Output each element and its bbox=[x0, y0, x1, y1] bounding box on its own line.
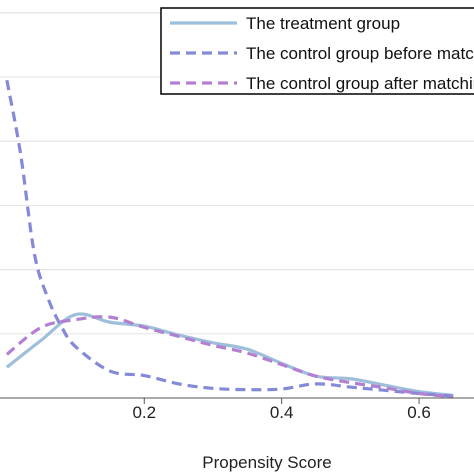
x-axis: 0.2 0.4 0.6 bbox=[0, 397, 474, 422]
legend: The treatment group The control group bef… bbox=[160, 7, 474, 95]
series-line-1 bbox=[5, 79, 454, 398]
series-line-2 bbox=[5, 315, 454, 399]
legend-label-0: The treatment group bbox=[246, 14, 400, 33]
x-tick-label-1: 0.4 bbox=[270, 403, 294, 422]
legend-box bbox=[160, 7, 474, 95]
x-tick-label-0: 0.2 bbox=[132, 403, 156, 422]
legend-label-2: The control group after matching bbox=[246, 74, 474, 93]
x-axis-title: Propensity Score bbox=[202, 453, 331, 472]
series-lines bbox=[5, 79, 454, 399]
series-line-0 bbox=[5, 312, 454, 398]
x-tick-label-2: 0.6 bbox=[407, 403, 431, 422]
legend-label-1: The control group before matching bbox=[246, 44, 474, 63]
